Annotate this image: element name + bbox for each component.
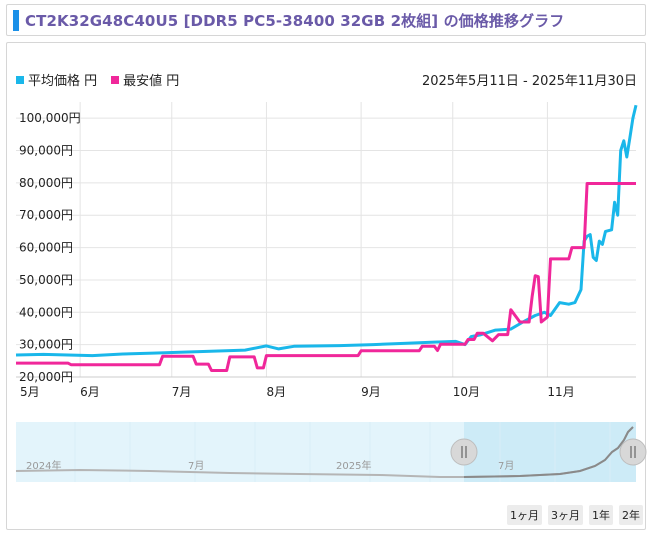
legend-min-label: 最安値 円 — [123, 74, 180, 89]
legend-avg-label: 平均価格 円 — [28, 74, 98, 89]
navigator[interactable]: 2024年 7月 2025年 7月 — [15, 422, 647, 482]
navigator-label: 7月 — [498, 460, 514, 472]
navigator-label: 7月 — [188, 460, 204, 472]
x-tick-label: 11月 — [547, 385, 574, 399]
range-button-1y[interactable]: 1年 — [589, 505, 613, 525]
navigator-right-handle[interactable] — [619, 438, 647, 466]
legend-min-swatch — [111, 75, 120, 84]
range-selector: 1ヶ月 3ヶ月 1年 2年 — [507, 505, 643, 525]
grid — [16, 102, 636, 378]
handle-circle — [619, 438, 647, 466]
y-tick-label: 30,000円 — [19, 338, 73, 352]
series-layer — [15, 104, 638, 372]
y-tick-label: 60,000円 — [19, 241, 73, 255]
y-tick-label: 100,000円 — [19, 111, 81, 125]
x-tick-label: 5月 — [20, 385, 40, 399]
y-tick-label: 40,000円 — [19, 305, 73, 319]
y-tick-label: 80,000円 — [19, 176, 73, 190]
navigator-selected-range — [464, 422, 636, 482]
navigator-overview-selected-line — [463, 426, 634, 478]
navigator-left-handle[interactable] — [450, 438, 478, 466]
y-axis-ticks: 20,000円 30,000円 40,000円 50,000円 60,000円 70,00… — [19, 111, 81, 384]
x-tick-label: 6月 — [80, 385, 100, 399]
date-range: 2025年5月11日 - 2025年11月30日 — [421, 74, 637, 89]
legend-avg-swatch — [16, 75, 24, 84]
legend-item-min[interactable]: 最安値 円 — [111, 70, 179, 89]
x-tick-label: 9月 — [361, 385, 381, 399]
range-button-2y[interactable]: 2年 — [619, 505, 643, 525]
avg-price-line — [15, 104, 638, 358]
y-tick-label: 90,000円 — [19, 144, 73, 158]
x-tick-label: 7月 — [172, 385, 192, 399]
navigator-label: 2025年 — [336, 459, 371, 472]
y-tick-label: 50,000円 — [19, 273, 73, 287]
legend: 平均価格 円 最安値 円 — [16, 70, 179, 89]
x-tick-label: 10月 — [453, 385, 480, 399]
handle-circle — [450, 438, 478, 466]
min-price-line — [16, 182, 636, 372]
title-accent-bar — [13, 10, 19, 31]
x-tick-label: 8月 — [266, 385, 286, 399]
y-tick-label: 20,000円 — [19, 370, 73, 384]
navigator-label: 2024年 — [26, 459, 61, 472]
chart-title: CT2K32G48C40U5 [DDR5 PC5-38400 32GB 2枚組]… — [25, 12, 565, 30]
x-axis-ticks: 5月 6月 7月 8月 9月 10月 11月 — [20, 385, 575, 399]
y-tick-label: 70,000円 — [19, 208, 73, 222]
title-panel: CT2K32G48C40U5 [DDR5 PC5-38400 32GB 2枚組]… — [6, 4, 646, 36]
range-button-3m[interactable]: 3ヶ月 — [548, 505, 583, 525]
range-button-1m[interactable]: 1ヶ月 — [507, 505, 542, 525]
legend-item-avg[interactable]: 平均価格 円 — [16, 70, 97, 89]
